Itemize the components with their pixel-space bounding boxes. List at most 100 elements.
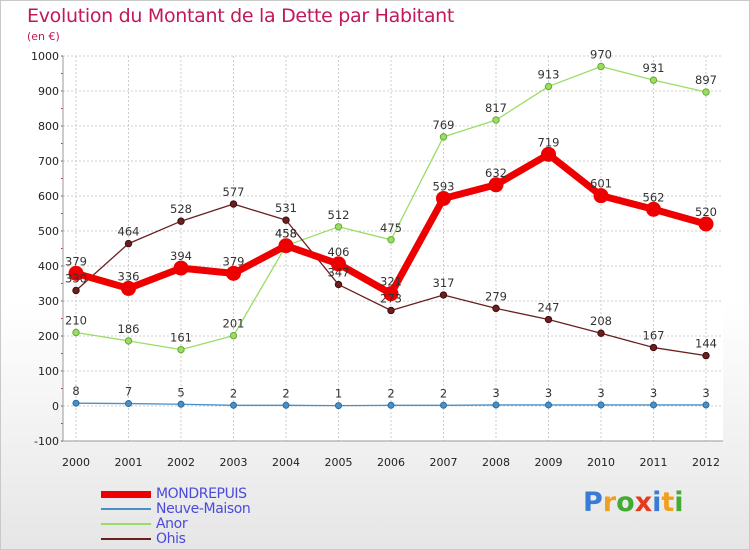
y-tick-label: 200 — [38, 330, 59, 343]
data-point — [124, 337, 133, 345]
data-point — [72, 399, 80, 407]
data-label: 2 — [230, 386, 237, 400]
data-label: 208 — [590, 314, 612, 328]
data-label: 201 — [223, 317, 245, 331]
data-label: 512 — [328, 208, 350, 222]
data-label: 913 — [538, 67, 560, 81]
data-point — [229, 200, 238, 208]
data-label: 1 — [335, 387, 342, 401]
data-label: 144 — [695, 337, 717, 351]
data-point — [383, 286, 399, 302]
data-point — [72, 286, 80, 295]
data-point — [541, 146, 556, 162]
data-label: 394 — [170, 249, 192, 263]
data-point — [387, 401, 395, 409]
data-label: 273 — [380, 291, 402, 305]
data-label: 7 — [125, 385, 132, 399]
y-tick-label: 700 — [38, 155, 59, 168]
data-point — [440, 401, 447, 409]
data-label: 279 — [485, 289, 507, 303]
data-point — [593, 188, 609, 204]
x-tick-label: 2010 — [587, 456, 615, 469]
data-label: 2 — [387, 386, 394, 400]
data-point — [387, 236, 395, 244]
data-point — [649, 76, 658, 84]
x-tick-label: 2012 — [692, 456, 720, 469]
data-label: 464 — [118, 225, 140, 239]
data-label: 379 — [223, 254, 245, 268]
data-point — [230, 401, 237, 409]
data-label: 817 — [485, 101, 507, 115]
data-label: 321 — [380, 275, 402, 289]
data-point — [439, 291, 448, 299]
x-tick-label: 2006 — [377, 456, 405, 469]
data-point — [646, 201, 661, 217]
data-label: 458 — [275, 227, 297, 241]
data-point — [488, 177, 504, 193]
data-label: 3 — [650, 386, 657, 400]
chart-title: Evolution du Montant de la Dette par Hab… — [27, 5, 455, 27]
data-label: 562 — [643, 190, 665, 204]
legend-label: MONDREPUIS — [156, 486, 247, 502]
proxiti-logo: Proxiti — [583, 487, 684, 518]
legend-swatch — [101, 508, 151, 510]
y-tick-label: 800 — [38, 120, 59, 133]
y-tick-label: 500 — [38, 225, 59, 238]
data-label: 2 — [282, 386, 289, 400]
data-point — [334, 280, 343, 289]
data-label: 167 — [643, 329, 665, 343]
data-label: 531 — [275, 201, 297, 215]
data-point — [439, 133, 448, 141]
data-point — [436, 190, 451, 206]
data-point — [173, 260, 189, 276]
data-label: 719 — [538, 135, 560, 149]
y-tick-label: 600 — [38, 190, 59, 203]
data-label: 330 — [65, 272, 87, 286]
y-tick-label: 0 — [52, 400, 59, 413]
y-tick-label: 900 — [38, 85, 59, 98]
legend-swatch — [101, 523, 151, 525]
data-label: 528 — [170, 202, 192, 216]
data-point — [597, 62, 605, 71]
data-point — [597, 329, 605, 337]
data-label: 247 — [538, 301, 560, 315]
data-label: 970 — [590, 48, 612, 62]
data-label: 458 — [275, 227, 297, 241]
x-tick-label: 2011 — [640, 456, 668, 469]
data-label: 520 — [695, 205, 717, 219]
logo-letter: o — [616, 487, 635, 518]
legend-swatch — [101, 490, 151, 498]
data-label: 161 — [170, 331, 192, 345]
data-point — [177, 345, 185, 354]
data-point — [229, 331, 238, 340]
logo-letter: i — [674, 487, 684, 518]
data-label: 3 — [545, 386, 552, 400]
data-point — [702, 401, 710, 409]
legend-label: Neuve-Maison — [156, 501, 251, 517]
data-label: 2 — [440, 386, 447, 400]
y-tick-label: 1000 — [31, 50, 59, 63]
data-point — [282, 216, 290, 224]
data-point — [702, 88, 710, 96]
data-point — [544, 82, 553, 91]
data-label: 3 — [492, 386, 499, 400]
chart-subtitle: (en €) — [27, 30, 60, 43]
y-tick-label: -100 — [34, 435, 59, 448]
data-label: 897 — [695, 73, 717, 87]
x-tick-label: 2003 — [220, 456, 248, 469]
data-label: 317 — [433, 276, 455, 290]
x-tick-label: 2000 — [62, 456, 90, 469]
plot-area — [63, 56, 723, 441]
data-point — [72, 328, 80, 337]
data-point — [334, 223, 343, 231]
legend-label: Ohis — [156, 531, 186, 547]
data-label: 379 — [65, 254, 87, 268]
data-point — [68, 265, 84, 281]
logo-letter: P — [583, 487, 603, 518]
data-label: 601 — [590, 177, 612, 191]
y-tick-label: 400 — [38, 260, 59, 273]
data-label: 8 — [72, 384, 79, 398]
data-label: 336 — [118, 269, 140, 283]
data-point — [492, 116, 500, 124]
